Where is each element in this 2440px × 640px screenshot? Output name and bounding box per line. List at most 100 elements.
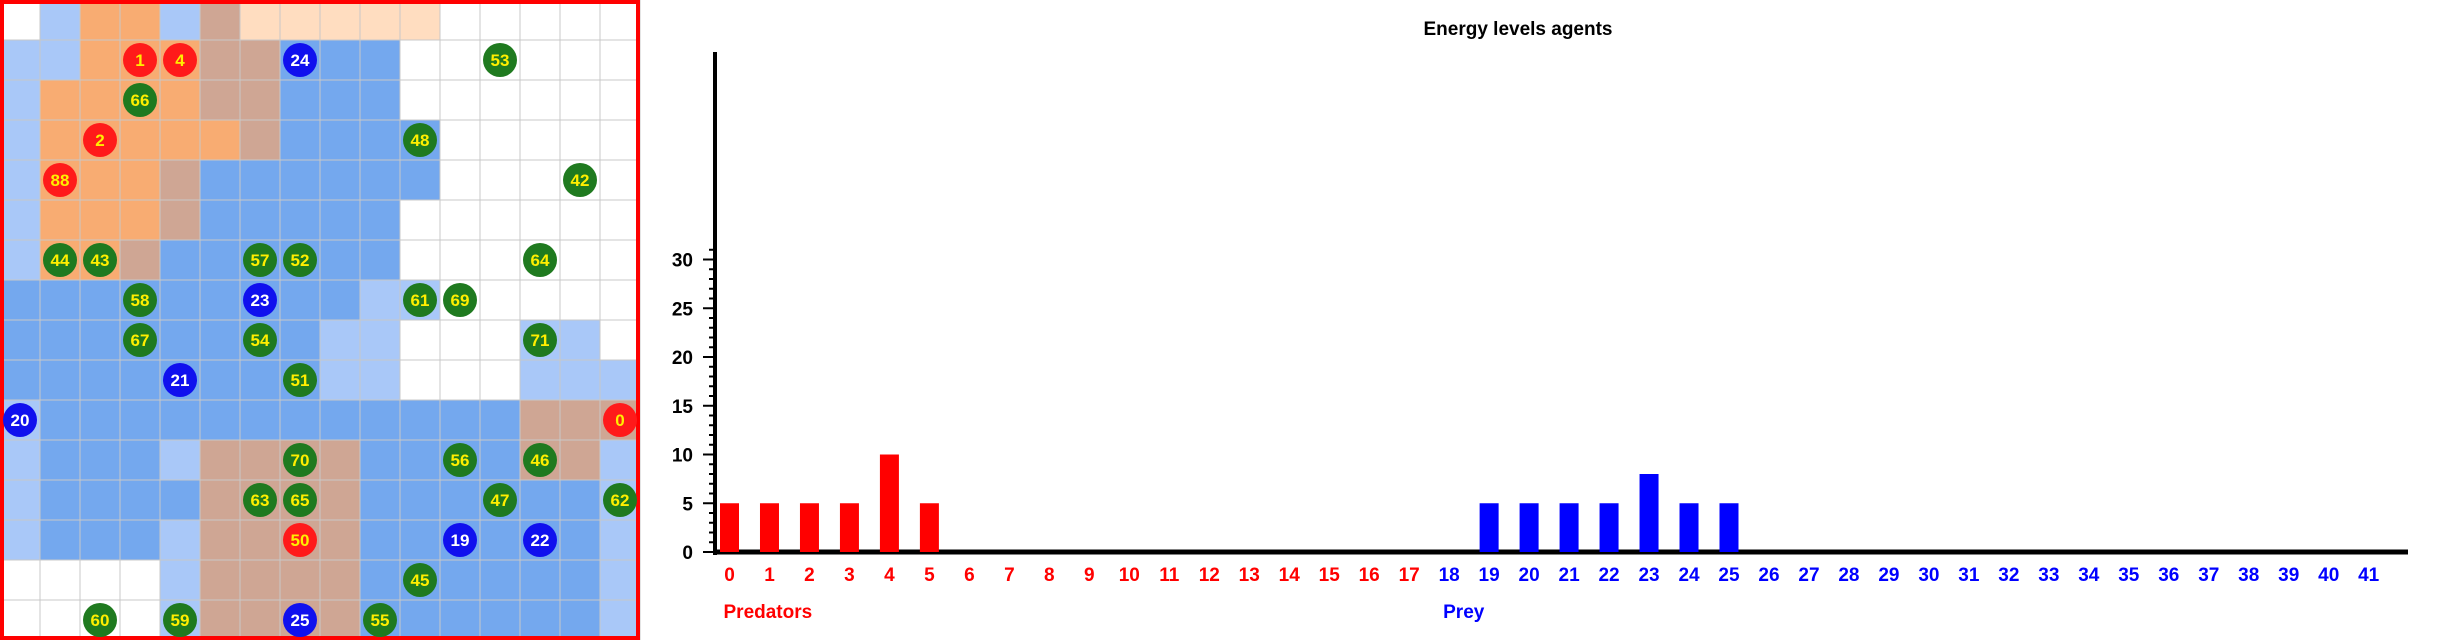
- x-tick-label: 21: [1559, 565, 1581, 586]
- grid-cell: [519, 359, 561, 401]
- grass-agent-disc: [243, 323, 277, 357]
- grass-agent: 52: [283, 243, 317, 277]
- grid-cell: [239, 359, 281, 401]
- grid-cell: [599, 519, 641, 561]
- grid-cell: [199, 279, 241, 321]
- grid-cell: [399, 239, 441, 281]
- grid-cell: [399, 399, 441, 441]
- group-label: Predators: [724, 602, 813, 623]
- x-tick-label: 13: [1239, 565, 1260, 586]
- grid-cell: [479, 0, 521, 41]
- grid-cell: [439, 119, 481, 161]
- agent-id-label: 23: [251, 291, 270, 310]
- grid-cell: [79, 0, 121, 41]
- grass-agent: 55: [363, 603, 397, 637]
- grid-cell: [239, 559, 281, 601]
- grid-cell: [79, 479, 121, 521]
- grid-cell: [479, 519, 521, 561]
- y-minor-ticks: [703, 248, 715, 553]
- grid-cell: [559, 319, 601, 361]
- grid-cell: [279, 119, 321, 161]
- grid-cell: [119, 239, 161, 281]
- grid-cell: [39, 119, 81, 161]
- y-tick-labels: 0 5 10 15 20 25 30: [672, 251, 694, 565]
- agent-id-label: 43: [91, 251, 110, 270]
- grid-cell: [159, 519, 201, 561]
- prey-agent: 23: [243, 283, 277, 317]
- grid-cell: [319, 159, 361, 201]
- grid-cell: [599, 159, 641, 201]
- grid-cell: [119, 119, 161, 161]
- grid-cell: [199, 239, 241, 281]
- grid-cell: [599, 79, 641, 121]
- agent-id-label: 19: [451, 531, 470, 550]
- x-tick-label: 38: [2238, 565, 2259, 586]
- grid-cell: [159, 159, 201, 201]
- grid-cell: [199, 519, 241, 561]
- x-tick-label: 26: [1758, 565, 1779, 586]
- agent-id-label: 54: [251, 331, 270, 350]
- grid-cell: [599, 199, 641, 241]
- grid-cell: [319, 199, 361, 241]
- grid-cell: [199, 39, 241, 81]
- grid-cell: [0, 79, 41, 121]
- grid-cell: [79, 279, 121, 321]
- grid-cell: [159, 0, 201, 41]
- bar-24: [1679, 503, 1699, 552]
- grass-agent-disc: [43, 243, 77, 277]
- grass-agent-disc: [363, 603, 397, 637]
- grid-cell: [239, 159, 281, 201]
- grid-cell: [519, 199, 561, 241]
- grid-cell: [39, 79, 81, 121]
- grid-cell: [79, 79, 121, 121]
- grid-cell: [439, 39, 481, 81]
- grid-cell: [39, 599, 81, 640]
- grass-agent: 48: [403, 123, 437, 157]
- grid-cell: [39, 0, 81, 41]
- grid-cell: [319, 439, 361, 481]
- bar-21: [1559, 503, 1579, 552]
- grid-cell: [519, 79, 561, 121]
- grid-cell: [319, 599, 361, 640]
- grid-cell: [159, 399, 201, 441]
- grid-cell: [0, 479, 41, 521]
- bar-25: [1719, 503, 1739, 552]
- agent-id-label: 60: [91, 611, 110, 630]
- grid-cell: [359, 519, 401, 561]
- grid-cell: [399, 79, 441, 121]
- grid-cell: [559, 279, 601, 321]
- grid-cell: [519, 119, 561, 161]
- grass-agent-disc: [563, 163, 597, 197]
- agent-id-label: 67: [131, 331, 150, 350]
- agent-id-label: 56: [451, 451, 470, 470]
- grid-cell: [0, 279, 41, 321]
- grid-cell: [319, 79, 361, 121]
- grass-agent-disc: [443, 283, 477, 317]
- predator-agent-disc: [83, 123, 117, 157]
- grass-agent: 58: [123, 283, 157, 317]
- agent-id-label: 50: [291, 531, 310, 550]
- bar-4: [879, 454, 899, 552]
- x-tick-label: 36: [2158, 565, 2179, 586]
- grass-agent-disc: [123, 83, 157, 117]
- agent-id-label: 22: [531, 531, 550, 550]
- grid-cell: [199, 0, 241, 41]
- prey-agent-disc: [3, 403, 37, 437]
- grid-cell: [279, 199, 321, 241]
- agent-id-label: 53: [491, 51, 510, 70]
- grid-cell: [559, 79, 601, 121]
- grid-cell: [559, 399, 601, 441]
- grid-cell: [159, 239, 201, 281]
- grid-cell: [439, 319, 481, 361]
- grid-cell: [479, 79, 521, 121]
- agent-id-label: 66: [131, 91, 150, 110]
- x-tick-label: 9: [1084, 565, 1095, 586]
- grid-cell: [559, 479, 601, 521]
- grid-cell: [479, 359, 521, 401]
- grid-cell: [319, 479, 361, 521]
- grass-agent: 51: [283, 363, 317, 397]
- grid-cell: [0, 239, 41, 281]
- x-tick-label: 40: [2318, 565, 2339, 586]
- group-label: Prey: [1443, 602, 1485, 623]
- grass-agent-disc: [603, 483, 637, 517]
